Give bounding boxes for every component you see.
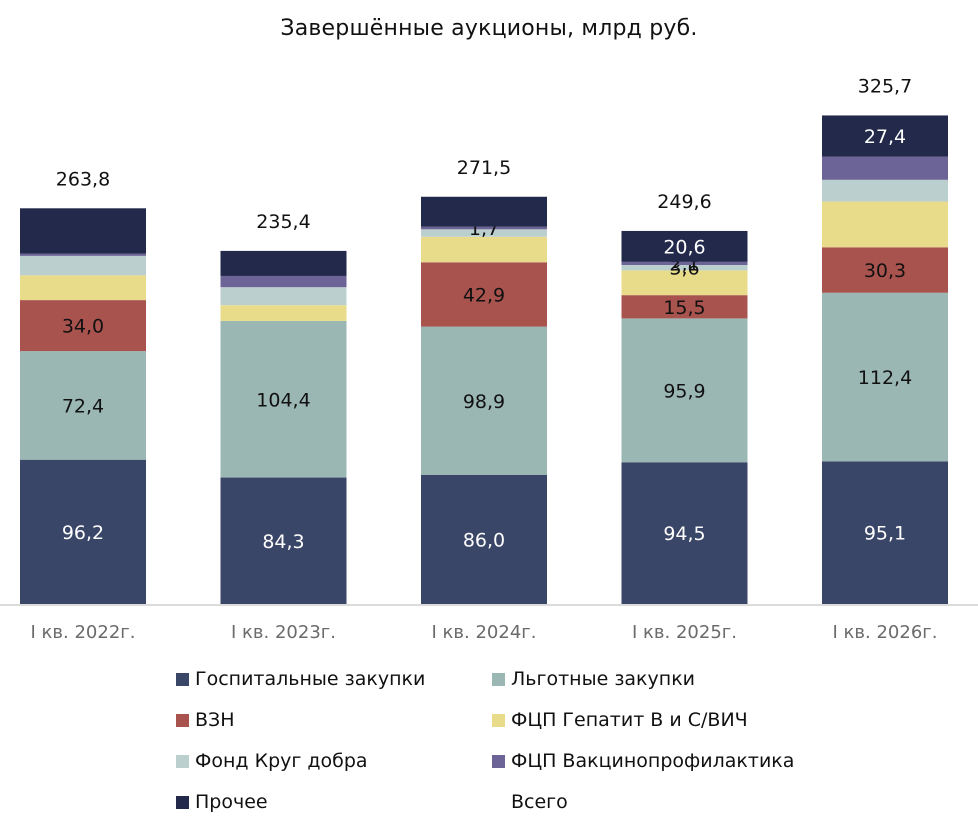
legend-label: Фонд Круг добра (195, 750, 368, 772)
bar-segment (822, 247, 948, 293)
legend-swatch (176, 754, 189, 768)
bars-layer: 96,2 72,4 34,0 263,8 84,3 104,4 235,4 86,0 98,9 4… (20, 75, 948, 604)
data-label: 30,3 (864, 260, 906, 282)
x-axis-ticks: I кв. 2022г. I кв. 2023г. I кв. 2024г. I кв… (31, 622, 938, 643)
total-label: 235,4 (256, 211, 310, 233)
legend-item: ФЦП Гепатит В и С/ВИЧ (492, 709, 748, 731)
bar-segment (20, 275, 146, 301)
data-label: 15,5 (663, 297, 705, 319)
bar-segment (220, 275, 347, 288)
legend-item: Госпитальные закупки (176, 668, 425, 690)
data-label: 95,9 (663, 380, 705, 402)
legend-item: Прочее (176, 791, 268, 813)
legend-swatch (492, 796, 505, 809)
x-tick-label: I кв. 2024г. (432, 622, 537, 643)
total-label: 325,7 (858, 75, 912, 97)
bar-segment (621, 265, 748, 271)
legend-swatch (492, 754, 505, 768)
bar-segment (220, 305, 347, 321)
bar-segment (220, 320, 347, 478)
legend-swatch (176, 672, 189, 686)
legend-swatch (176, 795, 189, 809)
legend-label: Прочее (195, 791, 268, 813)
x-tick-label: I кв. 2026г. (833, 622, 938, 643)
bar-segment (822, 461, 948, 604)
bar-segment (220, 287, 347, 306)
bar-segment (421, 326, 547, 475)
data-label: 96,2 (62, 522, 104, 544)
chart-title: Завершённые аукционы, млрд руб. (280, 16, 698, 41)
bar-segment (20, 255, 146, 276)
total-label: 271,5 (457, 157, 511, 179)
bar-segment (20, 459, 146, 604)
bar-segment (20, 351, 146, 460)
data-label: 20,6 (663, 236, 705, 258)
bar-segment (421, 475, 547, 604)
data-label: 94,5 (663, 523, 705, 545)
bar-segment (621, 318, 748, 463)
bar-segment (621, 270, 748, 296)
bar-segment (822, 115, 948, 157)
data-label: 42,9 (463, 284, 505, 306)
data-label: 86,0 (463, 530, 505, 552)
legend-label: ФЦП Гепатит В и С/ВИЧ (511, 709, 748, 731)
data-label: 34,0 (62, 316, 104, 338)
data-label: 98,9 (463, 391, 505, 413)
bar-segment (20, 300, 146, 352)
bar-segment (621, 230, 748, 262)
bar-segment (421, 196, 547, 227)
bar-segment (822, 156, 948, 180)
legend-label: ВЗН (195, 709, 235, 731)
legend-label: Госпитальные закупки (195, 668, 426, 690)
total-label: 249,6 (657, 191, 711, 213)
bar-segment (822, 201, 948, 248)
bar-segment (421, 229, 547, 237)
bar-segment (421, 236, 547, 263)
data-label: 95,1 (864, 523, 906, 545)
legend-swatch (492, 672, 505, 686)
stacked-bar-chart: 96,2 72,4 34,0 263,8 84,3 104,4 235,4 86,0 98,9 4… (0, 75, 978, 643)
x-tick-label: I кв. 2025г. (632, 622, 737, 643)
legend-label: Льготные закупки (511, 668, 696, 690)
legend-item: Всего (492, 791, 568, 813)
legend-item: ФЦП Вакцинопрофилактика (492, 750, 794, 772)
bar-segment (20, 208, 146, 254)
total-label: 263,8 (56, 168, 110, 190)
x-tick-label: I кв. 2022г. (31, 622, 136, 643)
bar-segment (621, 295, 748, 319)
data-label: 27,4 (864, 126, 906, 148)
data-label: 112,4 (858, 367, 912, 389)
data-label: 84,3 (262, 531, 304, 553)
legend-label: ФЦП Вакцинопрофилактика (511, 750, 795, 772)
legend-item: Льготные закупки (492, 668, 695, 690)
bar-segment (421, 226, 547, 230)
bar-segment (20, 253, 146, 256)
bar-segment (822, 292, 948, 462)
legend-swatch (176, 713, 189, 727)
legend-item: Фонд Круг добра (176, 750, 368, 772)
x-tick-label: I кв. 2023г. (231, 622, 336, 643)
legend-item: ВЗН (176, 709, 235, 731)
bar-segment (621, 261, 748, 265)
data-label: 72,4 (62, 395, 104, 417)
legend-label: Всего (511, 791, 568, 813)
bar-segment (621, 462, 748, 604)
bar-segment (421, 262, 547, 327)
data-label: 104,4 (256, 389, 310, 411)
bar-segment (822, 179, 948, 202)
bar-segment (220, 477, 347, 604)
legend-swatch (492, 713, 505, 727)
bar-segment (220, 250, 347, 276)
